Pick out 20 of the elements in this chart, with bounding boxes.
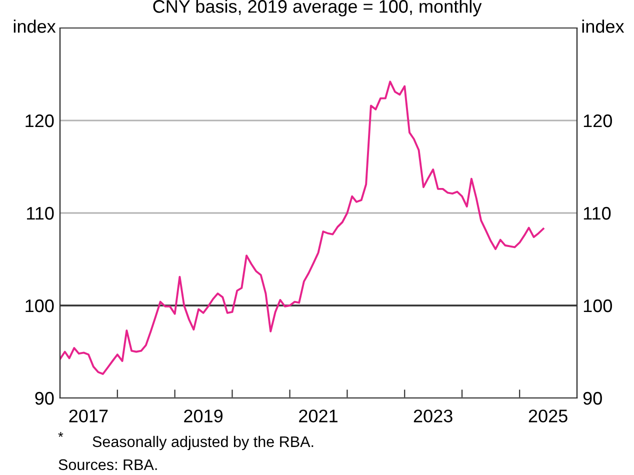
y-tick-label: 100 (26, 299, 54, 312)
y-tick-label: 120 (26, 114, 54, 128)
x-tick-label: 2021 (299, 410, 338, 422)
chart-subtitle: CNY basis, 2019 average = 100, monthly (153, 0, 482, 16)
y2-tick-label: 100 (584, 299, 612, 312)
line-series (60, 80, 544, 375)
y-tick-label: 110 (27, 206, 54, 220)
x-tick-label: 2025 (528, 410, 568, 422)
y-axis-title: index (14, 20, 56, 33)
y2-tick-label: 90 (583, 392, 602, 405)
source-note: Sources: RBA. (58, 459, 157, 470)
text: Seasonally adjusted by the RBA. (92, 436, 314, 450)
x-tick-label: 2019 (184, 410, 223, 422)
x-tick-label: 2017 (69, 410, 108, 422)
y2-axis-title: index (582, 20, 624, 33)
y2-tick-label: 110 (584, 206, 611, 220)
y-tick-label: 90 (35, 392, 54, 405)
y2-tick-label: 120 (584, 114, 612, 128)
x-tick-label: 2023 (414, 410, 452, 422)
text: * (58, 432, 64, 437)
